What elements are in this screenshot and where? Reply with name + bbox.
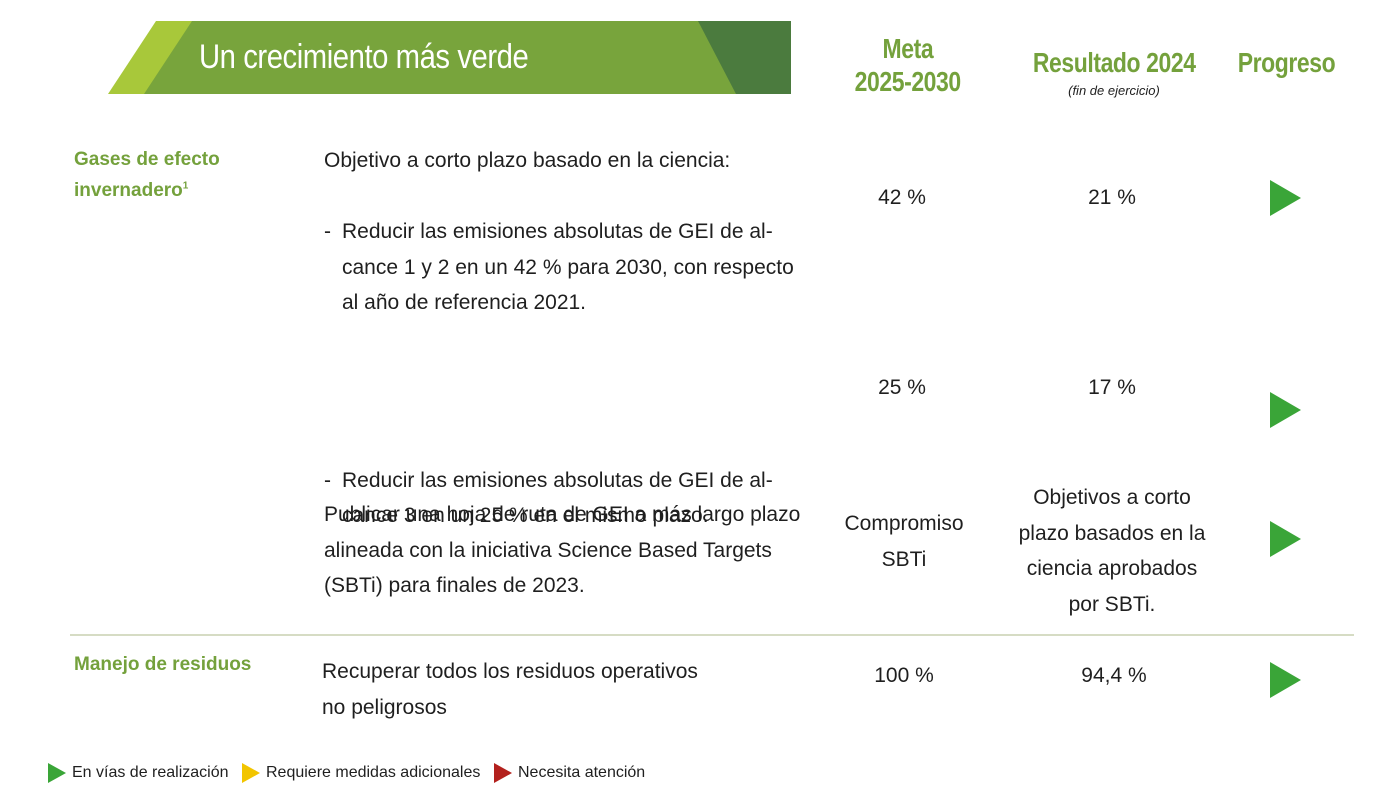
ghg-roadmap-result-line4: por SBTi. [1068, 592, 1156, 616]
ghg-bullet-scope12-line3: al año de referencia 2021. [342, 291, 587, 314]
ghg-bullet-scope3-line1: Reducir las emisiones absolutas de GEI d… [342, 468, 773, 492]
category-ghg-line1: Gases de efecto [74, 149, 220, 170]
legend-on-track: En vías de realización [48, 763, 229, 783]
ghg-roadmap-result-line2: plazo basados en la [1018, 521, 1206, 545]
ghg-scope3-result: 17 % [1088, 376, 1136, 399]
column-header-progress: Progreso [1216, 46, 1356, 79]
green-triangle-icon [48, 763, 66, 783]
legend-needs-attention-label: Necesita atención [518, 764, 646, 781]
ghg-roadmap-target: Compromiso SBTi [824, 506, 984, 577]
ghg-bullet-scope3-line2: cance 3 en un 25 % en el mismo plazo. [342, 504, 709, 527]
ghg-roadmap-goal-line3: (SBTi) para finales de 2023. [324, 574, 585, 597]
column-header-result-note: (fin de ejercicio) [1068, 83, 1160, 98]
column-header-result: Resultado 2024 [1004, 46, 1224, 79]
legend-on-track-label: En vías de realización [72, 764, 229, 781]
ghg-scope12-target: 42 % [878, 186, 926, 209]
bullet-dash: - [324, 468, 331, 492]
ghg-bullet-scope12-line2: cance 1 y 2 en un 42 % para 2030, con re… [342, 255, 794, 279]
progress-on-track-icon [1270, 662, 1301, 698]
legend-needs-measures-label: Requiere medidas adicionales [266, 764, 481, 781]
ghg-scope12-result: 21 % [1088, 186, 1136, 209]
ghg-roadmap-goal-line1: Publicar una hoja de ruta de GEI a más l… [324, 503, 801, 526]
ghg-bullet-scope12: - Reducir las emisiones absolutas de GEI… [324, 214, 822, 321]
section-banner: Un crecimiento más verde [108, 21, 791, 94]
ghg-bullet-scope12-line1: Reducir las emisiones absolutas de GEI d… [342, 220, 773, 243]
category-ghg-line2: invernadero [74, 180, 183, 201]
red-triangle-icon [494, 763, 512, 783]
bullet-dash: - [324, 220, 331, 243]
row-divider [70, 634, 1354, 636]
ghg-roadmap-result-line1: Objetivos a corto [1033, 486, 1191, 509]
footnote-marker: 1 [182, 180, 189, 192]
category-waste: Manejo de residuos [74, 654, 252, 675]
ghg-roadmap-target-line1: Compromiso [844, 512, 964, 535]
waste-goal-line1: Recuperar todos los residuos operativos [322, 660, 698, 683]
waste-goal-line2: no peligrosos [322, 695, 447, 719]
waste-goal: Recuperar todos los residuos operativos … [322, 654, 802, 725]
waste-result: 94,4 % [1081, 664, 1147, 687]
column-header-target-line2: 2025-2030 [854, 66, 962, 97]
waste-target: 100 % [874, 664, 934, 687]
ghg-scope3-target: 25 % [878, 376, 926, 399]
category-ghg: Gases de efecto invernadero1 [74, 144, 220, 206]
ghg-roadmap-target-line2: SBTi [881, 547, 927, 571]
column-header-target-line1: Meta [882, 33, 934, 64]
legend-needs-measures: Requiere medidas adicionales [242, 763, 480, 783]
legend-needs-attention: Necesita atención [494, 763, 645, 783]
page-title: Un crecimiento más verde [199, 38, 529, 76]
progress-on-track-icon [1270, 180, 1301, 216]
progress-on-track-icon [1270, 392, 1301, 428]
ghg-bullet-scope3: - Reducir las emisiones absolutas de GEI… [324, 463, 822, 534]
progress-on-track-icon [1270, 521, 1301, 557]
banner-background [108, 21, 791, 94]
ghg-roadmap-result-line3: ciencia aprobados [1026, 557, 1198, 580]
column-header-target: Meta 2025-2030 [828, 32, 988, 98]
column-header-progress-label: Progreso [1237, 47, 1335, 78]
ghg-roadmap-goal-line2: alineada con la iniciativa Science Based… [324, 538, 772, 562]
ghg-roadmap-result: Objetivos a corto plazo basados en la ci… [1002, 480, 1222, 622]
yellow-triangle-icon [242, 763, 260, 783]
ghg-intro: Objetivo a corto plazo basado en la cien… [324, 149, 731, 172]
column-header-result-label: Resultado 2024 [1032, 47, 1196, 78]
ghg-roadmap-goal: Publicar una hoja de ruta de GEI a más l… [324, 497, 824, 604]
